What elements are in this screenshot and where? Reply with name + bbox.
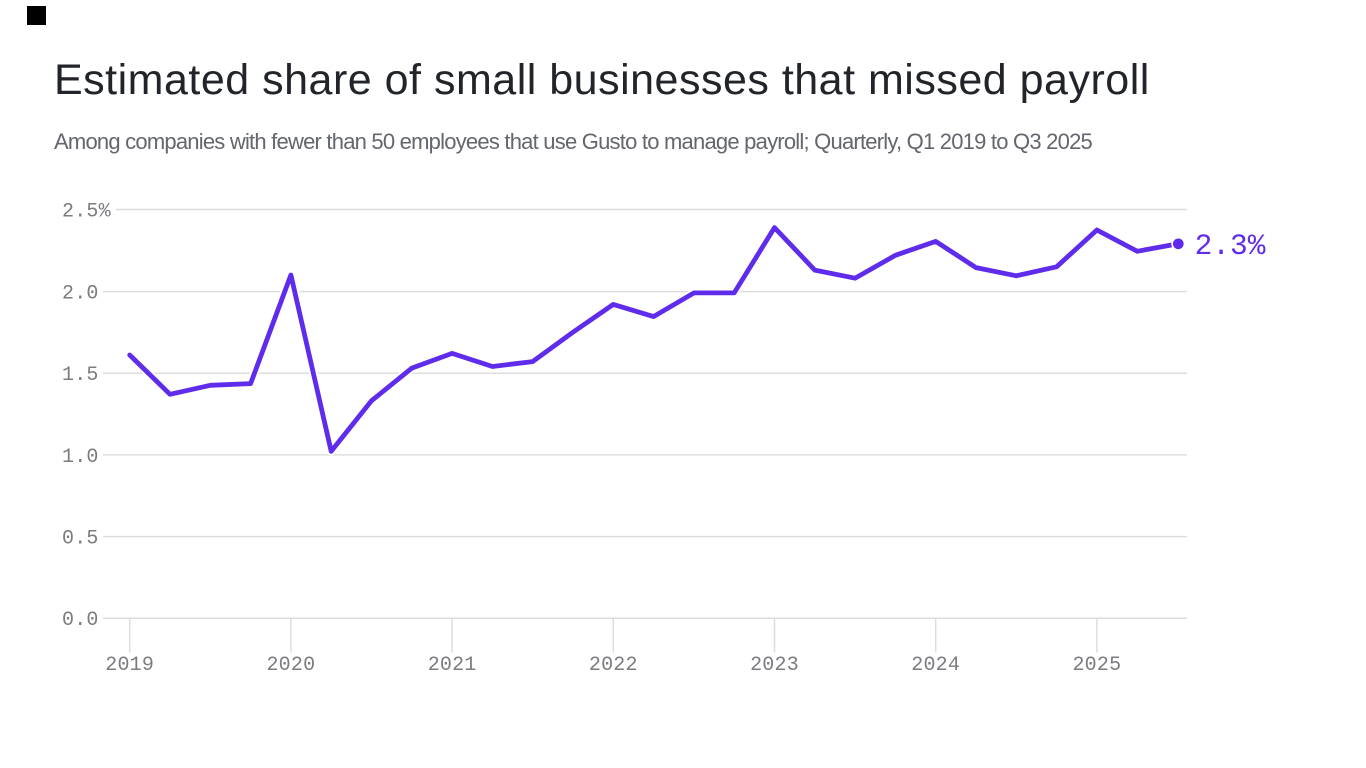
svg-text:0.5: 0.5: [62, 528, 99, 551]
svg-text:0.0: 0.0: [62, 609, 99, 632]
svg-text:2.3%: 2.3%: [1195, 229, 1266, 263]
svg-text:2025: 2025: [1072, 654, 1121, 677]
svg-text:2021: 2021: [428, 654, 477, 677]
svg-text:2.0: 2.0: [62, 283, 99, 306]
svg-text:2.5%: 2.5%: [62, 200, 112, 223]
svg-text:2020: 2020: [266, 654, 315, 677]
svg-text:1.0: 1.0: [62, 446, 99, 469]
svg-text:2024: 2024: [911, 654, 960, 677]
svg-text:2023: 2023: [750, 654, 799, 677]
svg-text:2022: 2022: [589, 654, 638, 677]
svg-text:2019: 2019: [105, 654, 154, 677]
svg-text:1.5: 1.5: [62, 364, 99, 387]
